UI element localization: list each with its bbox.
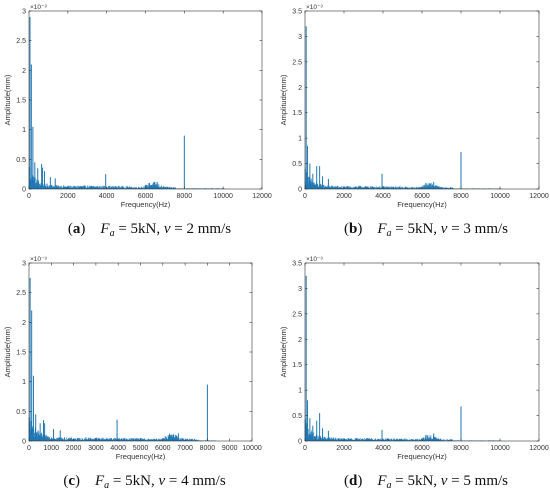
- spectrum-noise-floor: [304, 418, 502, 441]
- x-tick-label: 4000: [375, 193, 391, 200]
- y-tick-label: 1.5: [292, 362, 302, 369]
- y-tick-label: 1: [22, 379, 26, 386]
- y-tick-label: 1.5: [16, 350, 26, 357]
- x-tick-label: 7000: [177, 445, 193, 452]
- x-tick-label: 10000: [490, 193, 510, 200]
- x-tick-label: 8000: [200, 445, 216, 452]
- x-tick-label: 10000: [490, 445, 510, 452]
- spectrum-noise-floor: [28, 166, 225, 189]
- axes-box: [28, 10, 263, 190]
- x-tick-label: 0: [27, 445, 31, 452]
- x-tick-label: 0: [303, 445, 307, 452]
- y-axis-exponent: ×10⁻³: [306, 4, 323, 11]
- x-tick-label: 4000: [110, 445, 126, 452]
- axes-box: [28, 262, 253, 442]
- y-tick-label: 2.5: [16, 290, 26, 297]
- panel-caption: (a) Fa = 5kN, v = 2 mm/s: [68, 221, 231, 239]
- x-tick-label: 10000: [213, 193, 233, 200]
- x-tick-label: 10000: [242, 445, 262, 452]
- y-axis-exponent: ×10⁻³: [30, 256, 47, 263]
- x-tick-label: 3000: [88, 445, 104, 452]
- y-axis-label: Amplitude(mm): [3, 74, 12, 125]
- y-tick-label: 1: [298, 388, 302, 395]
- y-tick-label: 3.5: [292, 261, 302, 268]
- y-tick-label: 2.5: [16, 38, 26, 45]
- x-tick-label: 6000: [155, 445, 171, 452]
- panel-d: 0 2000 4000 6000 8000 10000 12000 0 0.5 1 1.5 2 2.5 3…: [279, 256, 549, 491]
- y-tick-label: 1.5: [16, 98, 26, 105]
- x-tick-label: 2000: [336, 193, 352, 200]
- panel-b: 0 2000 4000 6000 8000 10000 12000 0 0.5 1 1.5 2 2.5 3…: [279, 4, 549, 239]
- x-tick-label: 2000: [66, 445, 82, 452]
- x-tick-label: 6000: [138, 193, 154, 200]
- y-tick-label: 2: [298, 337, 302, 344]
- y-axis-exponent: ×10⁻³: [306, 256, 323, 263]
- y-tick-label: 3.5: [292, 9, 302, 16]
- y-tick-label: 0: [22, 187, 26, 194]
- x-tick-label: 1000: [44, 445, 60, 452]
- y-tick-label: 0.5: [292, 161, 302, 168]
- y-tick-label: 1.5: [292, 110, 302, 117]
- x-tick-label: 12000: [252, 193, 272, 200]
- y-tick-label: 1: [298, 136, 302, 143]
- panel-caption: (d) Fa = 5kN, v = 5 mm/s: [344, 473, 508, 491]
- y-tick-label: 0: [298, 439, 302, 446]
- y-tick-label: 0.5: [292, 413, 302, 420]
- panel-c: 0 1000 2000 3000 4000 5000 6000 7000 8000 9000 100…: [3, 256, 262, 491]
- y-tick-label: 2: [22, 68, 26, 75]
- x-tick-label: 8000: [453, 193, 469, 200]
- x-tick-label: 2000: [60, 193, 76, 200]
- x-axis-label: Frequency(Hz): [397, 452, 447, 461]
- y-tick-label: 3: [22, 261, 26, 268]
- x-axis-label: Frequency(Hz): [397, 200, 447, 209]
- x-tick-label: 8000: [177, 193, 193, 200]
- x-tick-label: 0: [303, 193, 307, 200]
- y-tick-label: 1: [22, 127, 26, 134]
- x-tick-label: 2000: [336, 445, 352, 452]
- x-tick-label: 6000: [414, 445, 430, 452]
- x-tick-label: 9000: [222, 445, 238, 452]
- axes-box: [304, 262, 540, 442]
- x-tick-label: 12000: [529, 193, 549, 200]
- y-axis-label: Amplitude(mm): [3, 326, 12, 377]
- y-tick-label: 2: [22, 320, 26, 327]
- panel-caption: (b) Fa = 5kN, v = 3 mm/s: [344, 221, 508, 239]
- x-tick-label: 4000: [99, 193, 115, 200]
- x-axis-label: Frequency(Hz): [121, 200, 171, 209]
- y-tick-label: 3: [298, 286, 302, 293]
- y-tick-label: 0: [22, 439, 26, 446]
- panel-caption: (c) Fa = 5kN, v = 4 mm/s: [63, 473, 226, 491]
- y-tick-label: 3: [22, 9, 26, 16]
- y-axis-label: Amplitude(mm): [279, 74, 288, 125]
- y-tick-label: 0: [298, 187, 302, 194]
- y-tick-label: 0.5: [16, 157, 26, 164]
- x-tick-label: 4000: [375, 445, 391, 452]
- y-tick-label: 3: [298, 34, 302, 41]
- y-tick-label: 0.5: [16, 409, 26, 416]
- x-tick-label: 5000: [133, 445, 149, 452]
- x-tick-label: 0: [27, 193, 31, 200]
- spectrum-noise-floor: [304, 168, 502, 189]
- y-tick-label: 2: [298, 85, 302, 92]
- x-tick-label: 6000: [414, 193, 430, 200]
- y-axis-label: Amplitude(mm): [279, 326, 288, 377]
- y-axis-exponent: ×10⁻³: [30, 4, 47, 11]
- panel-a: 0 2000 4000 6000 8000 10000 12000 0 0.5 1 1.5 2 2.5 3…: [3, 4, 272, 239]
- x-tick-label: 8000: [453, 445, 469, 452]
- x-axis-label: Frequency(Hz): [116, 452, 166, 461]
- axes-box: [304, 10, 540, 190]
- x-tick-label: 12000: [529, 445, 549, 452]
- spectrum-noise-floor: [28, 416, 217, 441]
- y-tick-label: 2.5: [292, 311, 302, 318]
- y-tick-label: 2.5: [292, 59, 302, 66]
